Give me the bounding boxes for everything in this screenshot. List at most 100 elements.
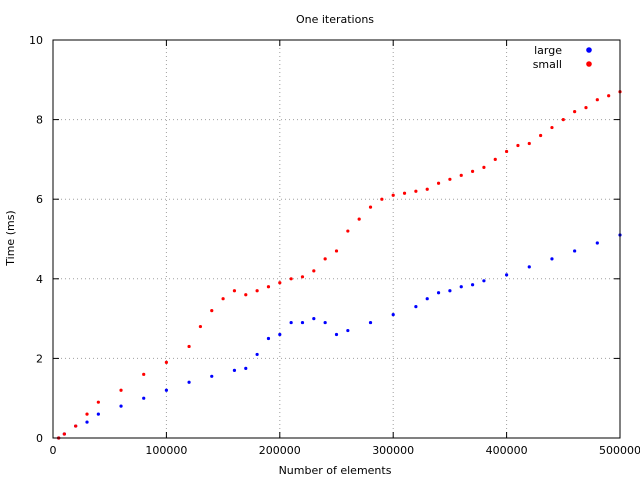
data-point [323,320,327,325]
data-points [57,90,622,440]
x-tick-label: 200000 [259,444,301,457]
data-point [482,279,486,283]
data-point [402,191,407,195]
data-point [448,289,452,293]
data-point [119,404,123,408]
series-small [57,90,622,440]
data-point [62,432,66,436]
data-point [527,265,531,269]
data-point [448,177,452,181]
data-point [232,368,237,372]
axis-ticks: 0 100000 200000 300000 400000 500000 0 2 4 6 8 10 [29,34,640,457]
data-point [573,249,577,253]
y-tick-label: 2 [36,352,43,365]
y-tick-label: 0 [36,432,43,445]
x-tick-label: 300000 [372,444,414,457]
data-point [85,420,89,424]
data-point [198,324,203,329]
data-point [459,173,463,177]
data-point [210,374,214,378]
data-point [300,275,305,279]
data-point [607,94,611,98]
data-point [436,181,441,185]
x-tick-label: 0 [50,444,57,457]
data-point [527,141,531,146]
data-point [357,217,361,221]
data-point [470,283,475,287]
data-point [119,388,123,392]
data-point [232,289,237,293]
data-point [278,281,282,285]
data-point [584,106,588,110]
data-point [221,297,225,301]
data-point [368,205,373,209]
data-point [142,372,146,376]
legend-marker-large [586,47,592,53]
data-point [391,313,395,317]
data-point [289,277,293,281]
y-tick-label: 6 [36,193,43,206]
data-point [96,400,100,404]
data-point [346,229,350,233]
data-point [539,133,543,138]
data-point [187,344,191,349]
data-point [561,118,565,122]
grid-lines [53,40,620,438]
data-point [550,257,554,261]
data-point [391,193,395,197]
data-point [334,332,339,337]
data-point [255,289,259,293]
legend-marker-small [586,61,592,67]
data-point [255,352,259,357]
data-point [210,309,214,313]
data-point [595,98,599,102]
data-point [425,187,429,191]
data-point [505,273,509,277]
data-point [96,412,100,416]
data-point [266,336,271,341]
data-point [516,143,520,148]
data-point [380,197,384,201]
y-tick-label: 8 [36,114,43,127]
legend-label-large: large [534,44,562,57]
data-point [164,388,168,392]
y-tick-label: 4 [36,273,43,286]
series-large [57,233,622,440]
data-point [289,320,293,325]
data-point [323,257,327,261]
data-point [278,332,282,337]
data-point [368,320,373,325]
data-point [312,317,316,321]
data-point [244,366,248,370]
data-point [85,412,89,416]
data-point [187,380,191,384]
data-point [595,241,599,245]
data-point [470,169,475,173]
data-point [266,285,271,289]
x-tick-label: 400000 [486,444,528,457]
data-point [436,291,441,295]
data-point [414,189,418,193]
data-point [425,297,429,301]
data-point [334,249,339,253]
y-axis-label: Time (ms) [4,210,17,266]
plot-frame [52,39,621,439]
data-point [414,305,418,309]
data-point [312,269,316,273]
data-point [300,320,305,325]
data-point [493,157,497,161]
data-point [573,110,577,114]
data-point [142,396,146,400]
data-point [505,149,509,154]
y-tick-label: 10 [29,34,43,47]
data-point [346,328,350,333]
x-tick-label: 100000 [145,444,187,457]
data-point [482,165,486,169]
x-axis-label: Number of elements [279,464,392,477]
data-point [459,285,463,289]
x-tick-label: 500000 [599,444,640,457]
data-point [74,424,78,428]
data-point [244,293,248,297]
legend-label-small: small [533,58,562,71]
